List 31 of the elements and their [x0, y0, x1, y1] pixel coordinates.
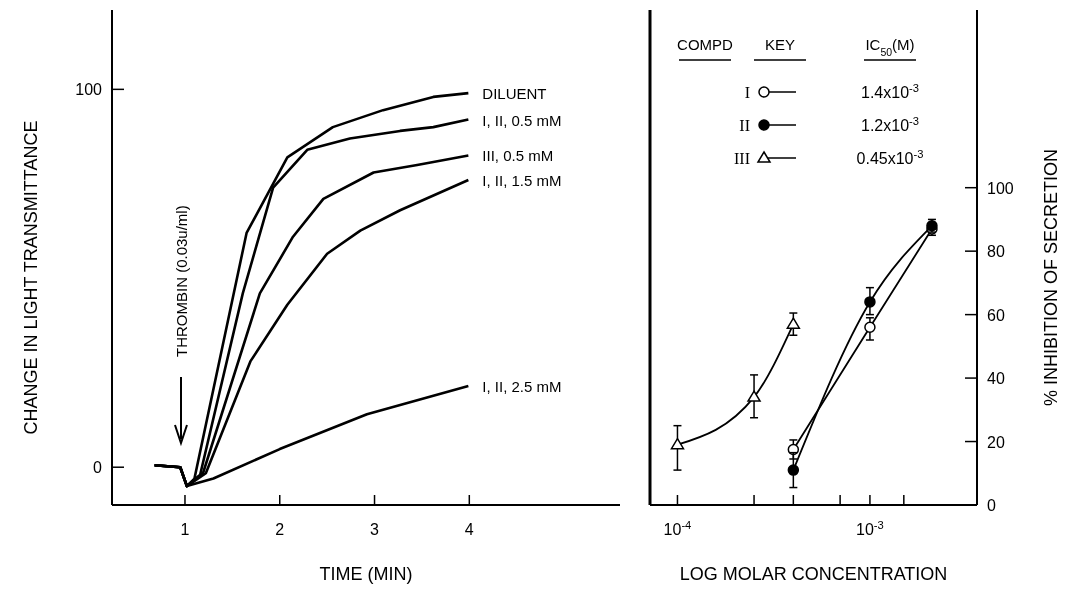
- annotation: 1.4x10$^{-3}$: [861, 82, 919, 101]
- annotation: COMPD: [677, 36, 734, 53]
- series-label: I, II, 0.5 mM: [482, 111, 562, 129]
- legend-label: I: [744, 84, 750, 101]
- y2-tick-label: 20: [987, 433, 1005, 451]
- legend-label: III: [734, 150, 750, 167]
- x-tick-label: 2: [275, 521, 285, 538]
- legend-label: II: [739, 117, 750, 134]
- x-tick-label: 10$^{-3}$: [856, 519, 884, 538]
- x-tick-label: 1: [180, 521, 190, 538]
- x-axis-title: LOG MOLAR CONCENTRATION: [679, 564, 948, 584]
- x-tick-label: 3: [370, 521, 380, 538]
- series-label: III, 0.5 mM: [482, 147, 554, 165]
- annotation: 1.2x10$^{-3}$: [861, 115, 919, 134]
- y2-tick-label: 40: [987, 370, 1005, 388]
- annotation: KEY: [764, 36, 796, 53]
- y2-tick-label: 100: [987, 179, 1014, 197]
- annotation: IC$_{50}$(M): [865, 36, 915, 58]
- y2-tick-label: 60: [987, 306, 1005, 324]
- series-label: DILUENT: [482, 85, 547, 103]
- x-axis-title: TIME (MIN): [319, 564, 413, 584]
- y2-axis-title: % INHIBITION OF SECRETION: [1041, 148, 1061, 407]
- annotation: THROMBIN (0.03u/ml): [172, 205, 190, 357]
- y2-tick-label: 0: [987, 497, 996, 514]
- x-tick-label: 10$^{-4}$: [663, 519, 692, 538]
- y-axis-title: CHANGE IN LIGHT TRANSMITTANCE: [21, 120, 41, 435]
- annotation: 0.45x10$^{-3}$: [856, 148, 924, 167]
- series-label: I, II, 1.5 mM: [482, 172, 562, 190]
- y2-tick-label: 80: [987, 243, 1005, 261]
- x-tick-label: 4: [464, 521, 474, 538]
- series-label: I, II, 2.5 mM: [482, 377, 562, 395]
